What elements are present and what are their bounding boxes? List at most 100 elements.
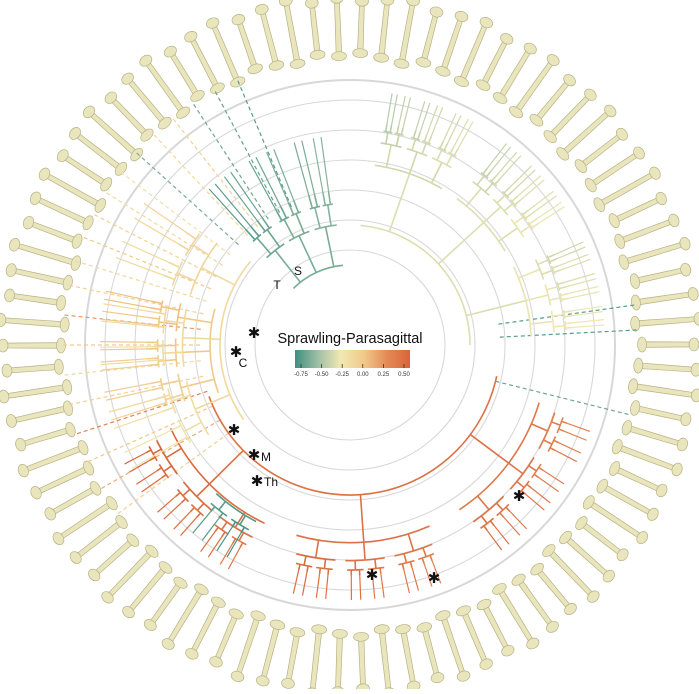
bone-shaft [440,615,466,677]
branch-stem [447,154,453,165]
branch-stem [324,559,325,568]
bone-shaft [260,624,280,682]
branch-stem [484,207,501,223]
bone-condyle [607,212,622,229]
branch-stem [410,562,412,568]
branch-stem [181,499,185,503]
bone-head [478,15,494,29]
bone-shaft [399,0,416,64]
humerus-bone [592,164,663,213]
bone-condyle [373,52,389,63]
branch-stem [251,226,259,236]
branch-stem [507,191,512,196]
humerus-bone [5,400,74,429]
branch-stem [267,230,279,247]
branch-stem [169,262,180,267]
branch-stem [551,422,560,425]
branch-stem [509,463,523,474]
bone-condyle [393,58,409,70]
branch-stem [152,388,163,390]
bone-condyle [76,439,90,456]
branch-stem [539,467,544,470]
branch-stem [151,360,163,361]
leaf-branch [447,115,461,143]
branch-stem [437,149,442,160]
branch-stem [550,448,555,451]
branch-stem [148,364,159,365]
humerus-bone [0,379,73,405]
leaf-branch [111,406,155,420]
branch-stem [152,326,164,327]
bone-head [456,669,472,683]
humerus-bone [14,421,77,453]
leaf-branch [101,365,147,370]
branch-stem [514,216,524,223]
humerus-bone [329,0,347,61]
branch-stem [197,513,201,517]
branch-stem [549,298,561,301]
bone-shaft [189,601,220,655]
branch-stem [176,493,180,497]
humerus-bone [620,419,689,453]
branch-stem [517,482,524,488]
humerus-bone [330,629,347,689]
humerus-bone [507,52,562,121]
legend-tick-label: 0.00 [357,372,369,378]
branch-stem [552,265,559,268]
leaf-branch [567,423,590,431]
humerus-bone [280,626,306,689]
branch-stem [161,475,166,478]
branch-stem [554,440,559,442]
bone-head [380,0,394,6]
humerus-bone [159,582,210,653]
bone-head [694,312,699,326]
bone-condyle [629,400,641,417]
branch-stem [483,168,488,174]
branch-stem [490,521,494,526]
bone-shaft [22,445,84,473]
bone-head [14,437,27,452]
bone-head [254,3,269,16]
bone-head [231,13,247,27]
branch-stem [466,301,525,316]
branch-stem [309,196,312,209]
bone-shaft [335,634,343,689]
humerus-bone [581,494,651,547]
branch-stem [157,468,162,471]
bone-shaft [626,425,683,447]
bone-shaft [357,1,364,53]
leaf-branch [387,93,392,124]
branch-stem [163,352,183,353]
bone-shaft [579,132,624,168]
branch-stem [542,270,553,274]
bone-shaft [11,405,69,423]
branch-stem [438,222,483,263]
bone-condyle [434,609,451,622]
bone-shaft [1,317,65,327]
branch-stem [219,502,226,510]
branch-stem [527,484,532,488]
bone-head [0,389,10,403]
humerus-bone [85,532,141,584]
bone-shaft [638,363,696,373]
leaf-branch [566,279,596,287]
branch-stem [397,126,399,133]
bone-shaft [440,16,464,73]
leaf-connector [85,406,213,463]
bone-shaft [613,196,662,223]
bone-head [691,363,699,377]
humerus-bone [0,338,66,353]
branch-stem [481,516,487,523]
humerus-bone [278,0,306,70]
humerus-bone [630,311,699,331]
bone-head [230,670,246,684]
bone-shaft [61,153,107,186]
branch-stem [328,205,331,226]
leaf-branch [100,342,147,343]
branch-stem [492,176,497,182]
bone-head [305,0,319,9]
bone-condyle [630,294,641,310]
node-marker: ✱ [251,473,264,490]
branch-stem [504,188,509,193]
humerus-bone [416,621,446,684]
